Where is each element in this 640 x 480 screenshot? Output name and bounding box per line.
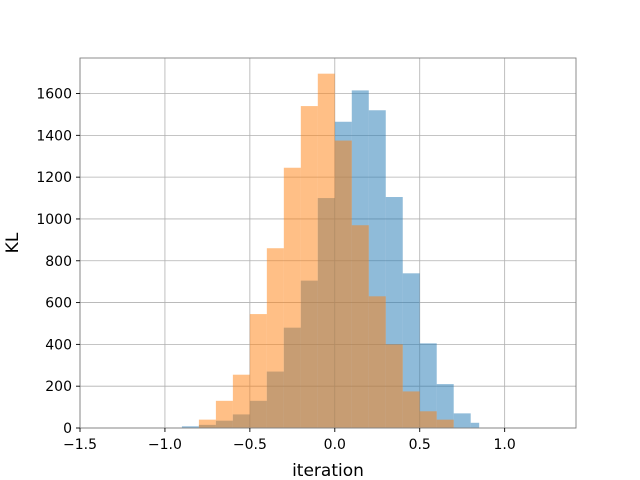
- series-0-bar-0: [181, 426, 199, 428]
- series-1-bar-6: [300, 106, 318, 428]
- series-1-bar-9: [351, 225, 369, 428]
- series-1-bar-1: [215, 400, 233, 428]
- series-1-bar-0: [198, 419, 216, 428]
- y-tick-label-3: 600: [45, 296, 72, 312]
- x-tick-label-0: −1.5: [63, 437, 97, 453]
- series-1-bar-7: [317, 73, 335, 428]
- y-tick-label-2: 400: [45, 337, 72, 353]
- series-1-bar-2: [232, 374, 250, 428]
- x-axis-label: iteration: [292, 461, 364, 480]
- y-axis-label: KL: [3, 232, 23, 253]
- series-0-bar-17: [470, 422, 480, 428]
- series-0-bar-14: [419, 343, 437, 428]
- y-tick-label-8: 1600: [36, 87, 72, 103]
- y-tick-label-5: 1000: [36, 212, 72, 228]
- series-1-bar-3: [249, 314, 267, 428]
- histogram-bars: [181, 73, 480, 429]
- series-1-bar-5: [283, 167, 301, 428]
- series-0-bar-13: [402, 273, 420, 428]
- y-tick-label-7: 1400: [36, 128, 72, 144]
- y-tick-label-4: 800: [45, 254, 72, 270]
- y-tick-label-6: 1200: [36, 170, 72, 186]
- x-tick-label-1: −1.0: [148, 437, 182, 453]
- series-1-bar-14: [436, 419, 454, 428]
- series-1-bar-4: [266, 248, 284, 428]
- series-1-bar-10: [368, 296, 386, 428]
- plot-frame: [79, 57, 577, 429]
- x-tick-label-3: 0.0: [324, 437, 346, 453]
- series-1-bar-13: [419, 411, 437, 428]
- x-tick-label-4: 0.5: [409, 437, 431, 453]
- y-tick-label-1: 200: [45, 379, 72, 395]
- y-tick-label-0: 0: [63, 421, 72, 437]
- series-0-bar-16: [453, 413, 471, 428]
- series-1-bar-11: [385, 344, 403, 428]
- axis-ticks: −1.5 −1.0 −0.5 0.0 0.5 1.0 0 200 400 600 800 1000 12…: [36, 87, 515, 453]
- x-tick-label-5: 1.0: [494, 437, 516, 453]
- series-1-bar-8: [334, 140, 352, 428]
- series-0-bar-15: [436, 384, 454, 428]
- x-tick-label-2: −0.5: [233, 437, 267, 453]
- series-1-bar-12: [402, 391, 420, 428]
